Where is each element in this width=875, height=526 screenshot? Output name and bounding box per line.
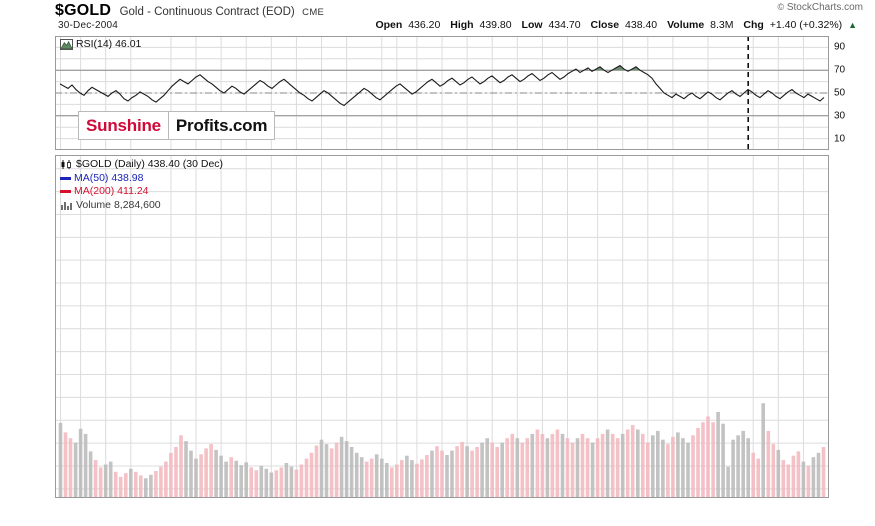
quote-date: 30-Dec-2004 (58, 20, 119, 31)
symbol-ticker: $GOLD (55, 2, 112, 19)
price-legend-ma200-row: MA(200) 411.24 (60, 185, 223, 199)
rsi-mountain-icon (60, 38, 73, 50)
chart-title: $GOLD Gold - Continuous Contract (EOD) C… (55, 2, 324, 20)
x-axis-dates (0, 498, 875, 526)
symbol-description: Gold - Continuous Contract (EOD) (119, 6, 295, 18)
rsi-axis-tick: 50 (834, 87, 846, 99)
price-legend-ma200-text: MA(200) 411.24 (74, 185, 149, 197)
close-label: Close (590, 19, 620, 31)
low-label: Low (521, 19, 543, 31)
rsi-axis-tick: 70 (834, 64, 846, 76)
price-chart-panel (55, 155, 829, 498)
price-legend-ma50-text: MA(50) 438.98 (74, 171, 144, 184)
credit-text: StockCharts.com (786, 2, 863, 13)
open-value: 436.20 (408, 19, 441, 31)
stockcharts-credit: © StockCharts.com (777, 2, 863, 13)
copyright-icon: © (777, 2, 785, 12)
price-legend-volume-row: Volume 8,284,600 (60, 199, 223, 213)
quote-summary: Open 436.20 High 439.80 Low 434.70 Close… (368, 19, 857, 31)
ma200-color-swatch (60, 190, 71, 194)
rsi-axis-tick: 10 (834, 133, 846, 145)
price-plot (55, 155, 829, 498)
high-value: 439.80 (479, 19, 512, 31)
volume-value: 8.3M (710, 19, 734, 31)
volume-label: Volume (667, 19, 705, 31)
ma50-color-swatch (60, 176, 71, 180)
rsi-legend-text: RSI(14) 46.01 (76, 38, 142, 50)
rsi-axis-tick: 90 (834, 41, 846, 53)
rsi-legend: RSI(14) 46.01 (60, 38, 141, 50)
change-value: +1.40 (+0.32%) (769, 19, 843, 31)
chart-header: $GOLD Gold - Continuous Contract (EOD) C… (0, 0, 875, 34)
change-up-arrow-icon: ▲ (848, 20, 857, 30)
sunshine-profits-watermark: Sunshine Profits.com (78, 111, 276, 140)
watermark-profits: Profits.com (167, 112, 274, 139)
exchange-label: CME (302, 7, 325, 18)
price-legend-volume-text: Volume 8,284,600 (76, 198, 161, 211)
rsi-plot (55, 36, 829, 150)
price-legend-gold-text: $GOLD (Daily) 438.40 (30 Dec) (76, 158, 224, 170)
price-legend: $GOLD (Daily) 438.40 (30 Dec) MA(50) 438… (60, 158, 223, 212)
volume-bars-icon (61, 201, 72, 210)
high-label: High (450, 19, 474, 31)
change-label: Chg (743, 19, 764, 31)
open-label: Open (375, 19, 403, 31)
low-value: 434.70 (548, 19, 581, 31)
close-value: 438.40 (625, 19, 658, 31)
rsi-axis-tick: 30 (834, 110, 846, 122)
candlestick-icon (61, 160, 71, 170)
price-legend-gold-row: $GOLD (Daily) 438.40 (30 Dec) (60, 158, 223, 172)
price-legend-ma50-row: MA(50) 438.98 (60, 172, 223, 186)
watermark-sunshine: Sunshine (86, 115, 161, 135)
